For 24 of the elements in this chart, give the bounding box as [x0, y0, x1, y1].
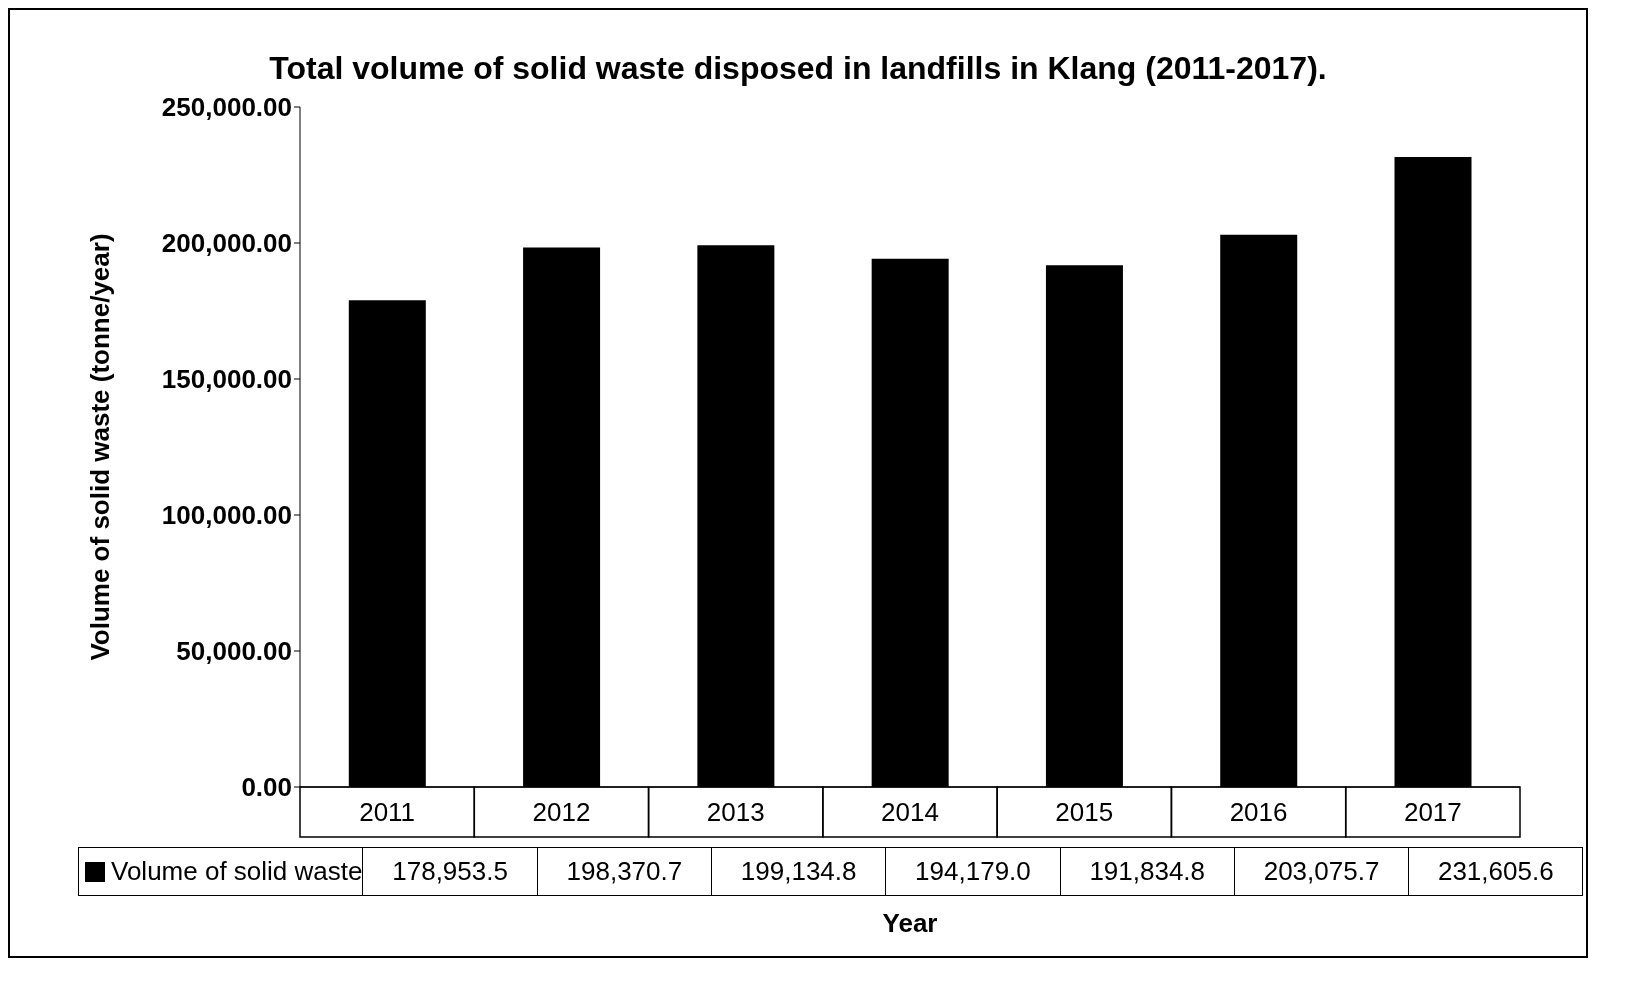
chart-title: Total volume of solid waste disposed in landfills in Klang (2011-2017).: [268, 50, 1328, 87]
x-tick-label: 2015: [1055, 797, 1114, 827]
legend-label: Volume of solid waste: [110, 856, 363, 886]
data-label: 199,134.8: [711, 847, 886, 896]
x-tick-label: 2011: [359, 797, 416, 827]
data-label: 178,953.5: [362, 847, 538, 896]
x-axis-title: Year: [881, 908, 939, 939]
data-label: 198,370.7: [537, 847, 712, 896]
x-tick-label: 2014: [881, 797, 939, 827]
y-axis-title: Volume of solid waste (tonne/year): [85, 233, 116, 661]
y-tick-label: 100,000.00: [161, 500, 292, 531]
y-tick-label: 0.00: [241, 772, 292, 803]
y-tick-label: 250,000.00: [161, 92, 292, 123]
y-tick-label: 150,000.00: [161, 364, 292, 395]
x-tick-label: 2012: [532, 797, 591, 827]
y-tick-label: 50,000.00: [176, 636, 292, 667]
x-tick-label: 2017: [1403, 797, 1462, 827]
data-label: 194,179.0: [885, 847, 1061, 896]
x-tick-label: 2013: [706, 797, 765, 827]
data-label: 203,075.7: [1234, 847, 1409, 896]
x-tick-label: 2016: [1229, 797, 1288, 827]
y-tick-label: 200,000.00: [161, 228, 292, 259]
data-label: 191,834.8: [1060, 847, 1235, 896]
data-label: 231,605.6: [1408, 847, 1583, 896]
